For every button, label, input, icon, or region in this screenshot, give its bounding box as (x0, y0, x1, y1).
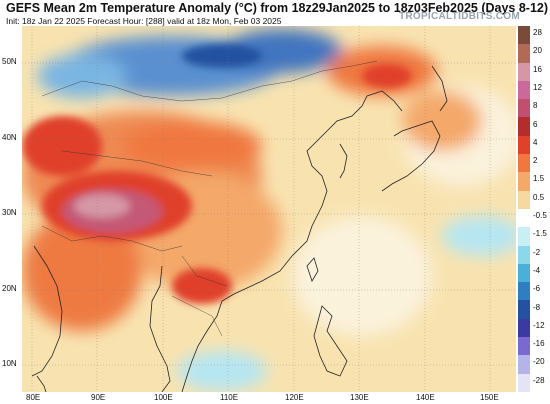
brand-watermark: TROPICALTIDBITS.COM (398, 11, 520, 22)
colorbar-swatch (518, 117, 530, 136)
colorbar-label: 4 (533, 137, 538, 147)
colorbar-label: -16 (533, 339, 545, 349)
colorbar-label: -6 (533, 284, 541, 294)
colorbar-label: 16 (533, 64, 542, 74)
lon-label: 100E (154, 393, 173, 402)
borders (41, 60, 378, 337)
lon-label: 80E (26, 393, 41, 402)
colorbar-swatch (518, 154, 530, 173)
colorbar (518, 26, 530, 392)
map-subtitle: Init: 18z Jan 22 2025 Forecast Hour: [28… (6, 16, 282, 26)
temperature-anomaly-map (22, 26, 516, 392)
colorbar-swatch (518, 190, 530, 209)
colorbar-label: -8 (533, 302, 541, 312)
lat-label: 20N (2, 284, 17, 293)
colorbar-swatch (518, 337, 530, 356)
colorbar-swatch (518, 318, 530, 338)
lon-label: 110E (220, 393, 239, 402)
colorbar-swatch (518, 263, 530, 283)
colorbar-swatch (518, 355, 530, 374)
colorbar-swatch (518, 44, 530, 63)
colorbar-label: 8 (533, 101, 538, 111)
colorbar-swatch (518, 62, 530, 81)
colorbar-swatch (518, 99, 530, 118)
lat-label: 50N (2, 57, 17, 66)
colorbar-label: 6 (533, 119, 538, 129)
map-canvas (22, 26, 516, 392)
lat-label: 30N (2, 208, 17, 217)
colorbar-label: 28 (533, 28, 542, 37)
lat-label: 40N (2, 133, 17, 142)
colorbar-label: -4 (533, 265, 541, 275)
colorbar-label: -12 (533, 320, 545, 330)
lon-label: 130E (350, 393, 369, 402)
colorbar-label: -1.5 (533, 229, 547, 239)
colorbar-swatch (518, 282, 530, 301)
colorbar-label: -2 (533, 247, 541, 257)
colorbar-label: -28 (533, 375, 545, 385)
lon-label: 150E (480, 393, 499, 402)
colorbar-label: 12 (533, 82, 542, 92)
map-title: GEFS Mean 2m Temperature Anomaly (°C) fr… (6, 1, 549, 15)
colorbar-swatch (518, 26, 530, 45)
coastlines (31, 65, 448, 392)
lon-label: 90E (91, 393, 106, 402)
colorbar-swatch (518, 227, 530, 246)
colorbar-label: -0.5 (533, 211, 547, 220)
colorbar-label: 20 (533, 46, 542, 56)
colorbar-swatch (518, 300, 530, 319)
lon-label: 120E (285, 393, 304, 402)
lon-label: 140E (416, 393, 435, 402)
colorbar-swatch (518, 373, 530, 392)
colorbar-swatch (518, 245, 530, 264)
colorbar-swatch (518, 172, 530, 191)
lat-label: 10N (2, 359, 17, 368)
colorbar-label: -20 (533, 357, 545, 367)
colorbar-label: 0.5 (533, 192, 545, 202)
colorbar-swatch (518, 135, 530, 155)
graticule (22, 26, 516, 392)
colorbar-label: 1.5 (533, 174, 545, 184)
colorbar-label: 2 (533, 156, 538, 166)
colorbar-swatch (518, 80, 530, 100)
colorbar-swatch (518, 208, 530, 228)
